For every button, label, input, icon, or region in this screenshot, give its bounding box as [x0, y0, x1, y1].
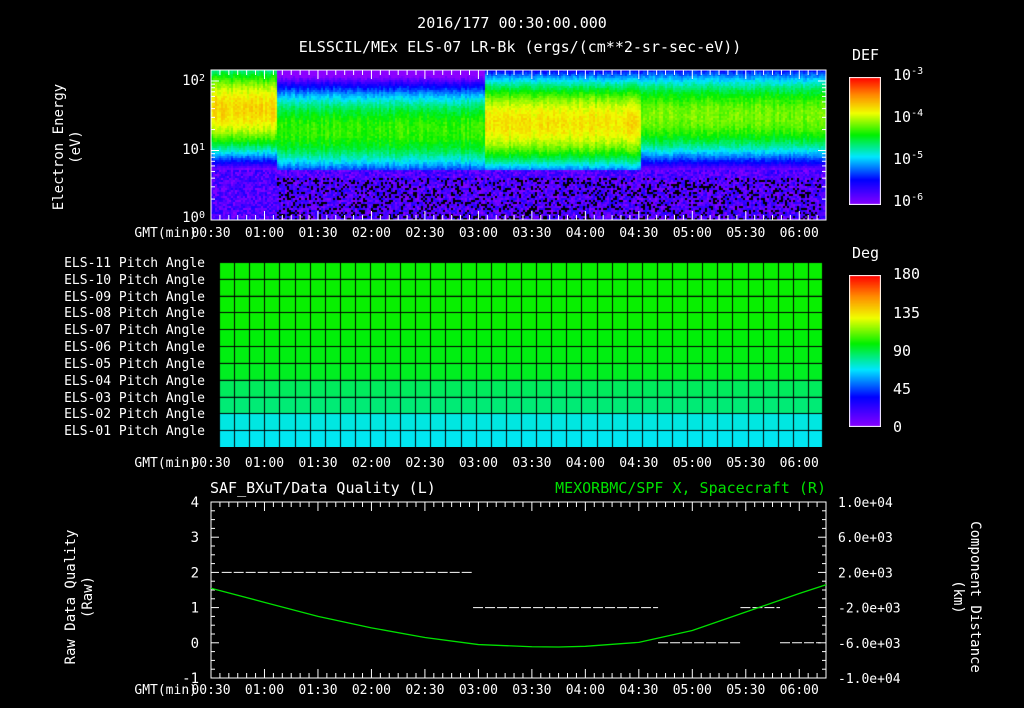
pitch-angle-row-label: ELS-04 Pitch Angle [64, 373, 205, 389]
plot-frame [210, 501, 827, 679]
pitch-angle-row-label: ELS-10 Pitch Angle [64, 272, 205, 288]
x-tick-label: 00:30 [191, 456, 231, 471]
x-tick-label: 04:00 [565, 683, 605, 698]
deg-colorbar-label: Deg [852, 244, 880, 262]
x-tick-label: 02:00 [351, 456, 391, 471]
pitch-angle-row-label: ELS-05 Pitch Angle [64, 356, 205, 372]
quality-y-tick-label: 4 [191, 495, 199, 511]
x-tick-label: 04:00 [565, 456, 605, 471]
electron-spectrogram [211, 70, 826, 220]
x-tick-label: 01:00 [244, 226, 285, 241]
x-tick-label: 01:00 [244, 683, 285, 698]
datetime-title: 2016/177 00:30:00.000 [417, 14, 607, 32]
cbtick: 10-6 [893, 192, 924, 210]
x-tick-label: 05:00 [672, 226, 712, 241]
pitch-angle-row-label: ELS-01 Pitch Angle [64, 424, 205, 440]
x-tick-label: 06:00 [779, 683, 819, 698]
x-tick-label: 05:30 [726, 456, 766, 471]
cbtick: 10-4 [893, 108, 924, 126]
deg-tick: 180 [893, 265, 921, 283]
ytick-10: 101 [182, 142, 205, 158]
deg-tick: 0 [893, 418, 903, 436]
deg-colorbar [849, 275, 881, 427]
pitch-angle-row-label: ELS-03 Pitch Angle [64, 390, 205, 406]
x-tick-label: 02:30 [405, 456, 445, 471]
x-tick-label: 06:00 [779, 456, 819, 471]
distance-y-tick-label: 2.0e+03 [838, 566, 893, 581]
x-tick-label: 01:00 [244, 456, 285, 471]
quality-y-tick-label: -1 [182, 671, 199, 687]
x-tick-label: 03:00 [458, 683, 498, 698]
distance-y-tick-label: -2.0e+03 [838, 602, 901, 617]
x-tick-label: 04:30 [619, 226, 659, 241]
quality-y-tick-label: 3 [191, 530, 199, 546]
ytick-1: 100 [182, 210, 205, 226]
spectrogram-axes [210, 69, 827, 221]
x-tick-label: 04:30 [619, 683, 659, 698]
x-tick-label: 04:00 [565, 226, 605, 241]
x-tick-label: 05:30 [726, 226, 766, 241]
x-tick-label: 02:00 [351, 683, 391, 698]
x-tick-label: 00:30 [191, 683, 231, 698]
def-colorbar-label: DEF [852, 46, 880, 64]
distance-y-tick-label: 6.0e+03 [838, 531, 893, 546]
x-axis-title: GMT(min) [134, 456, 197, 471]
deg-tick: 135 [893, 304, 921, 322]
pitch-angle-row-label: ELS-09 Pitch Angle [64, 289, 205, 305]
x-tick-label: 03:00 [458, 456, 498, 471]
x-tick-label: 03:30 [512, 683, 552, 698]
cbtick: 10-3 [893, 66, 924, 84]
x-tick-label: 00:30 [191, 226, 231, 241]
pitch-angle-row-label: ELS-07 Pitch Angle [64, 323, 205, 339]
def-colorbar [849, 77, 881, 205]
distance-y-tick-label: -6.0e+03 [838, 637, 901, 652]
quality-y-tick-label: 0 [191, 636, 199, 652]
deg-tick: 90 [893, 342, 912, 360]
spectrogram-title: ELSSCIL/MEx ELS-07 LR-Bk (ergs/(cm**2-sr… [298, 38, 742, 56]
quality-y-tick-label: 2 [191, 565, 199, 581]
x-tick-label: 01:30 [298, 683, 338, 698]
x-tick-label: 03:00 [458, 226, 498, 241]
pitch-angle-row-label: ELS-02 Pitch Angle [64, 407, 205, 423]
x-tick-label: 03:30 [512, 456, 552, 471]
x-tick-label: 05:00 [672, 456, 712, 471]
pitch-angle-row-label: ELS-08 Pitch Angle [64, 306, 205, 322]
x-tick-label: 01:30 [298, 226, 338, 241]
x-axis-title: GMT(min) [134, 683, 197, 698]
x-tick-label: 03:30 [512, 226, 552, 241]
x-tick-label: 01:30 [298, 456, 338, 471]
x-tick-label: 05:00 [672, 683, 712, 698]
quality-title: SAF_BXuT/Data Quality (L) [210, 479, 436, 497]
x-tick-label: 04:30 [619, 456, 659, 471]
cbtick: 10-5 [893, 150, 924, 168]
distance-title: MEXORBMC/SPF X, Spacecraft (R) [555, 479, 826, 497]
quality-y-tick-label: 1 [191, 601, 199, 617]
distance-y-tick-label: 1.0e+04 [838, 496, 893, 511]
x-tick-label: 02:30 [405, 683, 445, 698]
pitch-angle-row-label: ELS-11 Pitch Angle [64, 256, 205, 271]
deg-tick: 45 [893, 380, 912, 398]
pitch-angle-heatmap [211, 255, 826, 447]
x-tick-label: 05:30 [726, 683, 766, 698]
x-tick-label: 02:00 [351, 226, 391, 241]
ytick-100: 102 [182, 73, 205, 89]
pitch-angle-row-label: ELS-06 Pitch Angle [64, 340, 205, 356]
x-axis-title: GMT(min) [134, 226, 197, 241]
spectrogram-frame [210, 69, 827, 221]
x-tick-label: 02:30 [405, 226, 445, 241]
distance-y-tick-label: -1.0e+04 [838, 672, 901, 687]
distance-curve [210, 584, 827, 648]
x-tick-label: 06:00 [779, 226, 819, 241]
